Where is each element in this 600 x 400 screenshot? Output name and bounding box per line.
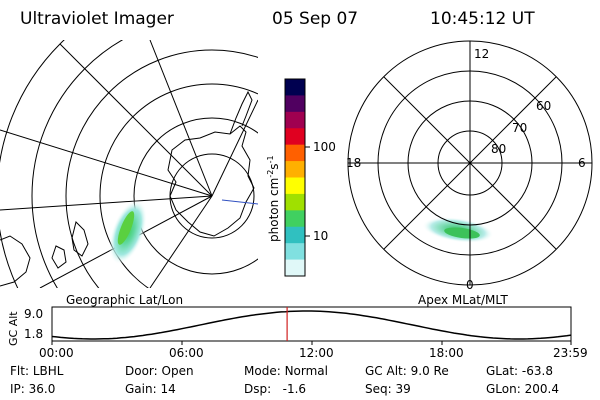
color-bar-band <box>285 210 305 228</box>
color-bar-gradient <box>285 79 305 277</box>
peninsula-coast <box>229 90 253 135</box>
gc-alt-value: 9.0 Re <box>410 364 449 378</box>
lat-label-70: 70 <box>512 121 527 135</box>
color-bar-band <box>285 226 305 244</box>
altitude-ytick-low: 1.8 <box>24 327 43 341</box>
geographic-caption: Geographic Lat/Lon <box>66 293 183 307</box>
glat-value: -63.8 <box>521 364 553 378</box>
door-value: Open <box>161 364 194 378</box>
mlt-label-right: 6 <box>578 156 586 170</box>
color-bar-frame <box>284 78 306 277</box>
polar-aurora-core <box>444 227 480 239</box>
geographic-map <box>0 40 258 288</box>
mlt-label-left: 18 <box>346 156 361 170</box>
polar-caption: Apex MLat/MLT <box>418 293 508 307</box>
glon-value: 200.4 <box>524 382 559 396</box>
color-bar-band <box>285 144 305 162</box>
australia-coast <box>0 235 31 287</box>
color-bar-band <box>285 177 305 195</box>
aurora-core <box>117 211 135 245</box>
ip-value: 36.0 <box>28 382 56 396</box>
color-bar-band <box>285 259 305 277</box>
time-label: 10:45:12 UT <box>430 9 535 29</box>
mlt-label-top: 12 <box>474 47 489 61</box>
lat-label-60: 60 <box>536 99 551 113</box>
terminator-line <box>221 199 258 205</box>
altitude-ylabel: GC Alt <box>7 311 20 346</box>
color-bar-band <box>285 193 305 211</box>
altitude-curve <box>51 310 572 340</box>
polar-grid <box>347 40 593 286</box>
filter-info: Flt: LBHL <box>10 364 64 378</box>
gain-info: Gain: 14 <box>125 382 176 396</box>
color-bar-tick-label-100: 100 <box>313 140 336 154</box>
mode-info: Mode: Normal <box>244 364 328 378</box>
date-label: 05 Sep 07 <box>272 9 358 29</box>
color-bar-unit-label: photon cm-2s-1 <box>266 155 281 242</box>
gain-value: 14 <box>160 382 176 396</box>
color-bar-band <box>285 161 305 178</box>
latitude-circles <box>0 40 258 288</box>
altitude-plot: 9.0 1.8 GC Alt 00:00 06:00 12:00 18:00 2… <box>7 306 588 360</box>
color-bar-band <box>285 128 305 146</box>
dsp-info: Dsp: -1.6 <box>244 382 307 396</box>
ip-info: IP: 36.0 <box>10 382 56 396</box>
glat-info: GLat: -63.8 <box>486 364 553 378</box>
instrument-title: Ultraviolet Imager <box>20 9 174 29</box>
new-zealand-south-coast <box>51 245 67 269</box>
color-bar: 100 10 photon cm-2s-1 <box>266 78 336 277</box>
gc-alt-info: GC Alt: 9.0 Re <box>365 364 449 378</box>
mlt-label-bottom: 0 <box>466 278 474 292</box>
lat-label-80: 80 <box>491 142 506 156</box>
color-bar-tick-label-10: 10 <box>313 229 328 243</box>
color-bar-band <box>285 111 305 129</box>
filter-value: LBHL <box>32 364 64 378</box>
altitude-ytick-high: 9.0 <box>24 307 43 321</box>
altitude-plot-frame <box>51 306 572 342</box>
dsp-value: -1.6 <box>282 382 307 396</box>
new-zealand-coast <box>71 221 89 257</box>
door-info: Door: Open <box>125 364 194 378</box>
xtick-1200: 12:00 <box>299 346 334 360</box>
seq-info: Seq: 39 <box>365 382 411 396</box>
altitude-xticks <box>51 341 572 345</box>
color-bar-band <box>285 95 305 113</box>
antarctica-coast <box>167 125 255 237</box>
polar-plot: 12 18 6 0 60 70 80 <box>346 40 593 292</box>
xtick-2359: 23:59 <box>553 346 588 360</box>
xtick-0000: 00:00 <box>39 346 74 360</box>
mode-value: Normal <box>284 364 328 378</box>
color-bar-band <box>285 79 305 96</box>
color-bar-band <box>285 243 305 261</box>
polar-diagonal-2 <box>383 76 557 250</box>
seq-value: 39 <box>395 382 411 396</box>
glon-info: GLon: 200.4 <box>486 382 559 396</box>
xtick-0600: 06:00 <box>169 346 204 360</box>
xtick-1800: 18:00 <box>429 346 464 360</box>
